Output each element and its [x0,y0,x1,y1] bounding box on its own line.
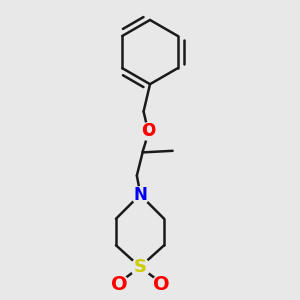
Text: O: O [142,123,155,138]
Text: O: O [141,122,155,140]
Text: S: S [134,258,146,276]
Text: N: N [133,186,147,204]
Text: O: O [153,275,169,294]
Text: O: O [111,275,128,294]
